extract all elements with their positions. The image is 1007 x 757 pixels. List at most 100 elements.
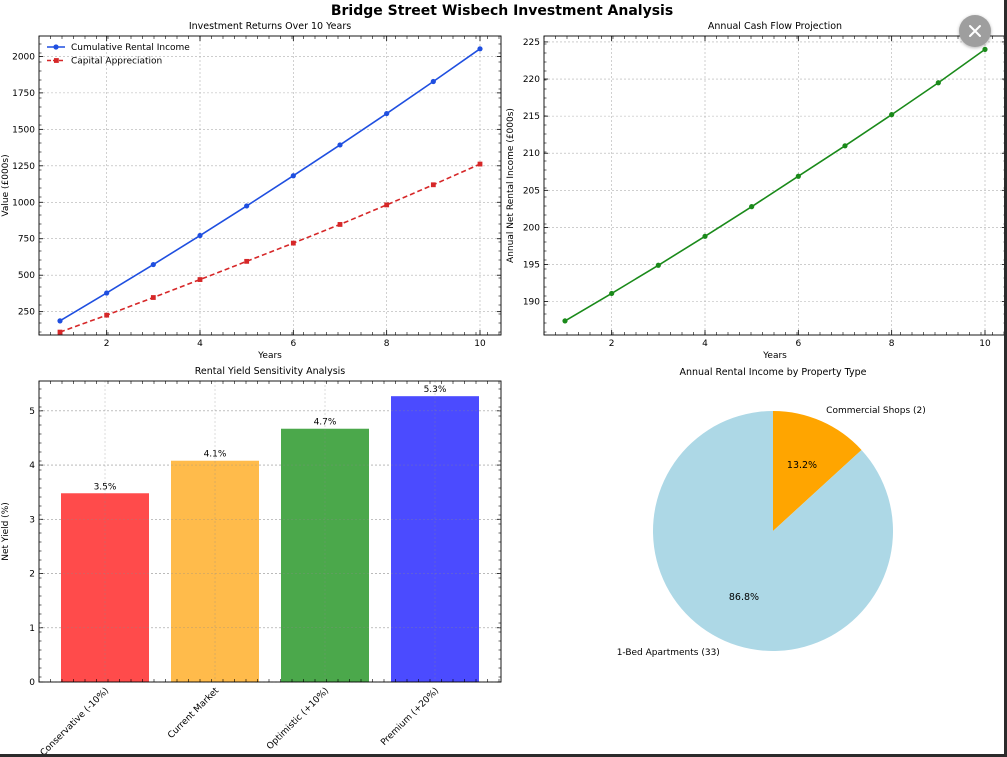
- y-tick-label: 205: [523, 186, 540, 196]
- x-tick-label: 6: [290, 339, 296, 349]
- y-tick-label: 750: [18, 235, 35, 245]
- x-tick-label: Optimistic (+10%): [265, 686, 331, 752]
- legend-marker: [54, 58, 59, 63]
- pie-slice-label: 1-Bed Apartments (33): [617, 648, 720, 658]
- y-tick-label: 4: [29, 461, 35, 471]
- close-button[interactable]: [959, 15, 991, 47]
- y-axis-label: Net Yield (%): [1, 502, 11, 561]
- series-line: [59, 48, 481, 322]
- data-point: [477, 161, 483, 167]
- data-point: [384, 110, 390, 117]
- close-icon: [969, 25, 981, 37]
- y-tick-label: 1000: [12, 198, 35, 208]
- data-point: [889, 112, 895, 118]
- series-line: [564, 48, 986, 322]
- data-point: [702, 233, 708, 239]
- x-tick-label: 2: [104, 339, 110, 349]
- legend-label: Cumulative Rental Income: [71, 43, 190, 53]
- data-point: [337, 222, 343, 227]
- data-point: [150, 261, 156, 268]
- x-tick-label: 6: [795, 339, 801, 349]
- axes-2: Rental Yield Sensitivity Analysis 0 1 2 3 4 5 N…: [1, 366, 502, 757]
- x-axis-label: Years: [257, 351, 282, 361]
- x-tick-label: 8: [384, 339, 390, 349]
- axes-frame: [38, 35, 502, 336]
- series-0: [562, 46, 988, 324]
- bar-value-label: 3.5%: [94, 482, 117, 492]
- data-point: [749, 204, 755, 210]
- y-tick-label: 1750: [12, 89, 35, 99]
- x-tick-label: Current Market: [166, 686, 221, 741]
- y-tick-label: 250: [18, 308, 35, 318]
- axes-title: Rental Yield Sensitivity Analysis: [195, 366, 346, 377]
- data-point: [290, 173, 296, 179]
- figure-suptitle: Bridge Street Wisbech Investment Analysi…: [331, 3, 673, 19]
- x-tick-label: 2: [609, 339, 615, 349]
- data-point: [104, 290, 110, 296]
- data-point: [197, 277, 203, 282]
- data-point: [430, 78, 436, 85]
- y-tick-label: 5: [29, 407, 35, 417]
- bar: [391, 396, 479, 682]
- pie-slice: [653, 411, 893, 651]
- axes-title: Annual Cash Flow Projection: [708, 21, 842, 32]
- data-point: [197, 232, 203, 239]
- y-axis-label: Value (£000s): [1, 154, 11, 216]
- data-point: [150, 295, 156, 300]
- data-point: [244, 258, 250, 264]
- data-point: [609, 290, 615, 297]
- x-axis-label: Years: [762, 351, 787, 361]
- pie-pct-label: 13.2%: [787, 460, 817, 471]
- y-tick-label: 190: [523, 298, 540, 308]
- y-tick-label: 1: [29, 624, 35, 634]
- y-tick-label: 210: [523, 149, 540, 159]
- axes-0: Investment Returns Over 10 Years 2 4 6 8 10 25…: [1, 21, 502, 361]
- data-point: [477, 46, 483, 52]
- y-tick-label: 195: [523, 261, 540, 271]
- y-tick-label: 0: [29, 678, 35, 688]
- data-point: [244, 203, 250, 209]
- window-edge-bottom: [0, 754, 1007, 757]
- data-point: [562, 318, 568, 324]
- legend: Cumulative Rental Income Capital Apprecia…: [47, 43, 190, 67]
- x-tick-label: 10: [474, 339, 486, 349]
- legend-label: Capital Appreciation: [71, 57, 162, 67]
- series-line: [59, 163, 481, 333]
- pie-slice-label: Commercial Shops (2): [826, 406, 926, 416]
- y-tick-label: 215: [523, 112, 540, 122]
- y-tick-label: 3: [29, 515, 35, 525]
- axes-frame: [38, 380, 502, 683]
- axes-1: Annual Cash Flow Projection 2 4 6 8 10 190 195 2…: [506, 21, 1007, 361]
- data-point: [655, 262, 661, 268]
- series-1: [57, 161, 483, 335]
- axes-title: Investment Returns Over 10 Years: [189, 21, 351, 32]
- window-edge-right: [1004, 0, 1007, 757]
- data-point: [982, 46, 988, 52]
- data-point: [104, 312, 110, 318]
- y-tick-label: 500: [18, 271, 35, 281]
- y-tick-label: 2000: [12, 52, 35, 62]
- data-point: [935, 80, 941, 86]
- x-tick-label: 8: [889, 339, 895, 349]
- data-point: [795, 173, 801, 179]
- axes-title: Annual Rental Income by Property Type: [680, 367, 867, 378]
- x-tick-label: 4: [702, 339, 708, 349]
- y-tick-label: 200: [523, 223, 540, 233]
- y-tick-label: 1250: [12, 162, 35, 172]
- data-point: [57, 318, 63, 324]
- data-point: [337, 142, 343, 148]
- y-tick-label: 220: [523, 75, 540, 85]
- x-tick-label: Premium (+20%): [379, 686, 441, 748]
- y-tick-label: 1500: [12, 125, 35, 135]
- data-point: [384, 202, 390, 208]
- data-point: [842, 143, 848, 149]
- y-axis-label: Annual Net Rental Income (£000s): [506, 108, 516, 263]
- series-0: [57, 46, 483, 324]
- y-tick-label: 225: [523, 38, 540, 48]
- legend-marker: [53, 44, 59, 50]
- data-point: [430, 182, 436, 188]
- y-tick-label: 2: [29, 570, 35, 580]
- x-tick-label: Conservative (-10%): [39, 686, 111, 757]
